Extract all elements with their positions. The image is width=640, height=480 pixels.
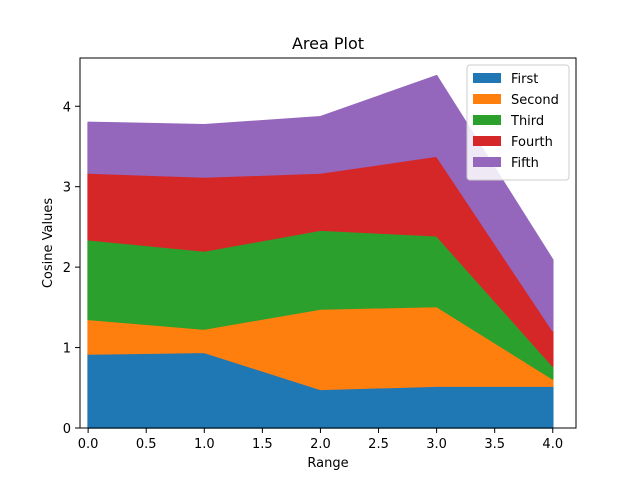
legend-swatch-fifth — [473, 157, 501, 167]
x-tick-label: 2.5 — [368, 437, 389, 452]
x-tick-label: 2.0 — [310, 437, 331, 452]
x-tick-label: 1.5 — [252, 437, 273, 452]
legend-swatch-second — [473, 94, 501, 104]
legend-swatch-first — [473, 73, 501, 83]
x-axis-ticks: 0.0 0.5 1.0 1.5 2.0 2.5 3.0 3.5 4.0 — [78, 428, 563, 452]
y-tick-label: 2 — [63, 261, 71, 276]
x-tick-label: 1.0 — [194, 437, 215, 452]
y-tick-label: 3 — [63, 181, 71, 196]
x-tick-label: 4.0 — [542, 437, 563, 452]
legend-label-fifth: Fifth — [511, 156, 539, 171]
legend-swatch-third — [473, 115, 501, 125]
x-tick-label: 3.5 — [484, 437, 505, 452]
x-axis-label: Range — [307, 456, 348, 471]
y-tick-label: 1 — [63, 342, 71, 357]
y-tick-label: 0 — [63, 422, 71, 437]
chart-title: Area Plot — [292, 34, 364, 53]
plot-frame — [79, 57, 577, 429]
legend-swatch-fourth — [473, 136, 501, 146]
legend-label-first: First — [511, 72, 538, 87]
legend-label-fourth: Fourth — [511, 135, 553, 150]
y-axis-ticks: 0 1 2 3 4 — [63, 100, 80, 437]
x-tick-label: 0.5 — [136, 437, 157, 452]
x-tick-label: 0.0 — [78, 437, 99, 452]
area-series-fifth — [87, 74, 554, 332]
y-axis-label: Cosine Values — [41, 198, 56, 288]
legend-label-third: Third — [510, 114, 544, 129]
legend-label-second: Second — [511, 93, 559, 108]
legend: First Second Third Fourth Fifth — [466, 64, 570, 181]
legend-box — [466, 64, 570, 181]
y-tick-label: 4 — [63, 100, 71, 115]
x-tick-label: 3.0 — [426, 437, 447, 452]
